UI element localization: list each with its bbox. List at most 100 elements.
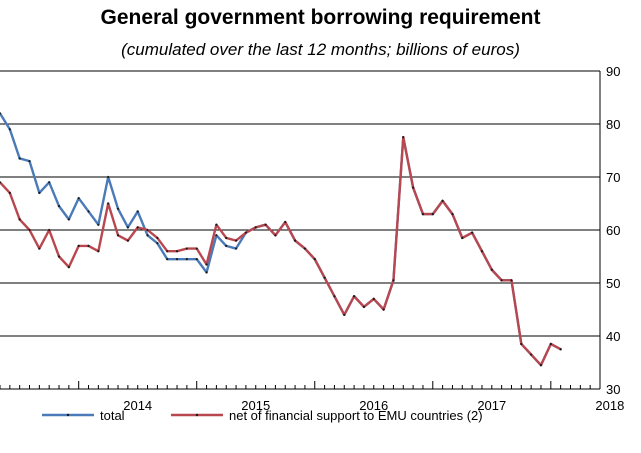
series-net xyxy=(0,136,562,367)
data-point xyxy=(549,342,552,346)
data-point xyxy=(166,258,169,261)
data-point xyxy=(146,228,149,232)
data-point xyxy=(402,136,405,139)
data-point xyxy=(225,244,228,247)
data-point xyxy=(175,258,179,261)
data-point xyxy=(215,234,218,237)
data-point xyxy=(136,210,139,213)
data-point xyxy=(510,279,513,282)
data-point xyxy=(372,297,375,300)
data-point xyxy=(352,295,356,298)
y-tick-label: 60 xyxy=(606,223,620,238)
data-point xyxy=(412,186,415,189)
data-point xyxy=(97,250,100,253)
data-point xyxy=(293,239,297,242)
data-point xyxy=(156,242,159,245)
data-point xyxy=(392,279,395,282)
data-point xyxy=(67,218,70,221)
data-point xyxy=(126,226,129,229)
data-point xyxy=(146,234,149,237)
x-tick-label: 2014 xyxy=(123,398,152,413)
data-point xyxy=(480,250,484,253)
data-point xyxy=(274,234,277,237)
data-point xyxy=(156,236,159,240)
data-point xyxy=(8,128,11,131)
y-tick-label: 40 xyxy=(606,329,620,344)
data-point xyxy=(421,213,425,216)
x-tick-label: 2015 xyxy=(241,398,270,413)
data-point xyxy=(0,112,2,115)
data-point xyxy=(67,266,70,269)
series-total xyxy=(0,112,562,367)
legend-marker xyxy=(195,413,199,417)
data-point xyxy=(303,247,307,250)
data-point xyxy=(441,199,444,202)
data-point xyxy=(254,226,257,229)
data-point xyxy=(559,348,562,351)
data-point xyxy=(382,308,385,311)
legend: total net of financial support to EMU cou… xyxy=(42,408,483,423)
data-point xyxy=(343,313,346,316)
y-tick-label: 80 xyxy=(606,117,620,132)
x-tick-label: 2017 xyxy=(477,398,506,413)
data-point xyxy=(530,353,533,356)
data-point xyxy=(87,210,90,213)
data-point xyxy=(225,236,228,240)
data-point xyxy=(48,228,51,232)
data-point xyxy=(175,250,179,253)
data-point xyxy=(323,276,326,279)
data-point xyxy=(97,223,100,226)
data-point xyxy=(38,247,41,250)
data-point xyxy=(244,231,248,234)
data-point xyxy=(313,258,316,261)
y-tick-label: 50 xyxy=(606,276,620,291)
chart-subtitle: (cumulated over the last 12 months; bill… xyxy=(121,40,520,59)
legend-item: total xyxy=(42,408,125,423)
data-point xyxy=(77,197,80,200)
y-tick-label: 30 xyxy=(606,382,620,397)
data-point xyxy=(77,244,80,247)
data-point xyxy=(28,228,31,232)
data-point xyxy=(8,191,11,194)
data-point xyxy=(136,226,139,229)
gridlines xyxy=(0,70,600,390)
data-point xyxy=(471,231,474,234)
data-point xyxy=(431,213,434,216)
axes: 30 40 50 60 70 80 90 2014 2015 2016 2017 2018 xyxy=(0,64,624,413)
x-tick-label: 2016 xyxy=(359,398,388,413)
y-tick-label: 70 xyxy=(606,170,620,185)
data-point xyxy=(57,255,61,258)
data-point xyxy=(116,207,120,210)
series-line xyxy=(0,136,562,367)
data-point xyxy=(48,181,51,184)
data-point xyxy=(333,295,336,298)
data-point xyxy=(116,234,120,237)
legend-label: total xyxy=(100,408,125,423)
data-point xyxy=(18,157,21,160)
data-point xyxy=(234,239,238,242)
legend-item: net of financial support to EMU countrie… xyxy=(171,408,483,423)
data-point xyxy=(195,247,198,250)
data-point xyxy=(451,213,454,216)
data-point xyxy=(195,258,198,261)
data-point xyxy=(461,236,464,240)
data-point xyxy=(18,218,21,221)
data-point xyxy=(264,223,267,226)
data-point xyxy=(205,271,208,274)
legend-marker xyxy=(66,413,70,417)
data-point xyxy=(107,202,110,205)
x-tick-label: 2018 xyxy=(595,398,624,413)
series-lines xyxy=(0,112,562,367)
data-point xyxy=(87,244,90,247)
data-point xyxy=(539,364,543,367)
data-point xyxy=(126,239,129,242)
data-point xyxy=(205,263,208,266)
data-point xyxy=(362,305,366,308)
data-point xyxy=(57,205,61,208)
data-point xyxy=(234,247,238,250)
data-point xyxy=(107,175,110,179)
data-point xyxy=(185,258,188,261)
data-point xyxy=(284,220,287,224)
y-tick-label: 90 xyxy=(606,64,620,79)
